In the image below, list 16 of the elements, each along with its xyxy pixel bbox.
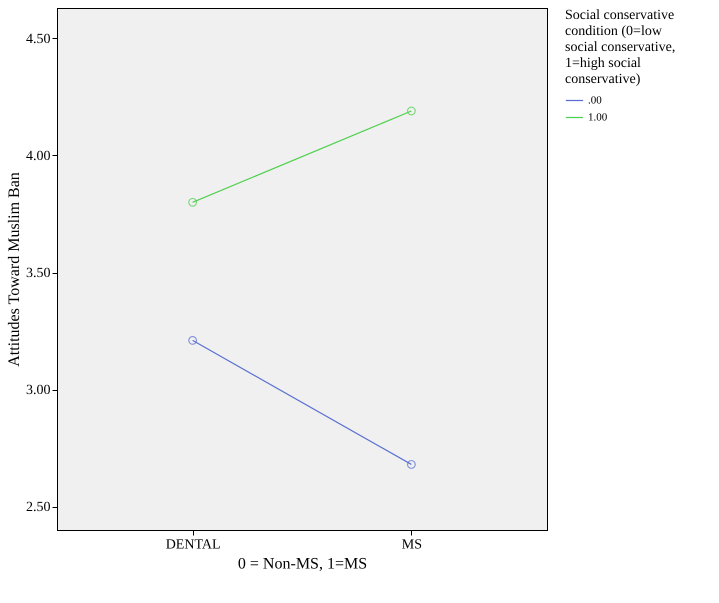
point bbox=[406, 460, 416, 469]
y-tick-label: 4.00 bbox=[26, 148, 50, 164]
y-tick-label: 2.50 bbox=[26, 500, 50, 516]
legend-title: Social conservative condition (0=low social conservative, 1=high social conservative) bbox=[565, 8, 676, 87]
y-tick-label: 3.00 bbox=[26, 383, 50, 398]
point bbox=[188, 336, 198, 345]
y-tick-label: 3.50 bbox=[26, 266, 50, 282]
x-axis-title: 0 = Non-MS, 1=MS bbox=[238, 556, 368, 572]
x-tick-label: MS bbox=[402, 538, 422, 552]
point bbox=[406, 106, 416, 116]
legend-label: 1.00 bbox=[588, 112, 608, 124]
legend-label: .00 bbox=[588, 94, 602, 106]
y-axis-title: Attitudes Toward Muslim Ban bbox=[6, 172, 23, 367]
y-tick-label: 4.50 bbox=[26, 32, 50, 47]
x-tick-label: DENTAL bbox=[166, 538, 221, 552]
point bbox=[188, 198, 198, 207]
